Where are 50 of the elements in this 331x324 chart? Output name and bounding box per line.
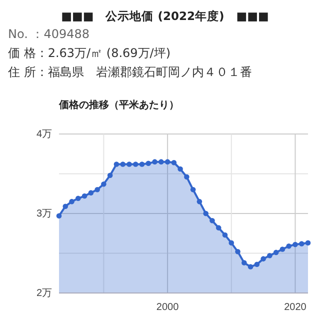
chart-title: ■■■ 公示地価 (2022年度) ■■■: [61, 9, 269, 23]
point: [305, 240, 311, 246]
point: [107, 172, 113, 178]
point: [56, 213, 62, 219]
chart-subtitle: 価格の推移（平米あたり）: [58, 99, 179, 111]
point: [286, 243, 292, 249]
point: [273, 250, 279, 256]
point: [190, 187, 196, 192]
point: [203, 210, 208, 216]
point: [184, 174, 190, 180]
text: 住 所：福島県 岩瀬郡鏡石町岡ノ内４０１番: [7, 65, 252, 79]
point: [88, 190, 94, 196]
point: [126, 162, 132, 167]
point: [146, 160, 152, 166]
point: [298, 241, 304, 246]
point: [139, 162, 145, 167]
point: [210, 218, 215, 224]
point: [216, 225, 222, 230]
x-tick-label: 2000: [156, 302, 180, 313]
x-tick-label: 2020: [284, 302, 307, 313]
text: No. ：409488: [8, 27, 90, 41]
point: [248, 264, 254, 270]
point: [292, 242, 298, 248]
point: [164, 159, 170, 164]
point: [222, 232, 228, 238]
text: 価 格：2.63万/㎡ (8.69万/坪): [8, 46, 171, 60]
point: [242, 260, 247, 266]
point: [178, 166, 183, 172]
point: [114, 162, 120, 167]
y-tick-label: 2万: [36, 288, 52, 300]
point: [94, 187, 100, 192]
point: [101, 181, 106, 187]
point: [280, 246, 286, 252]
point: [267, 252, 272, 258]
point: [235, 249, 240, 254]
point: [82, 193, 88, 199]
point: [196, 198, 202, 204]
point: [132, 162, 138, 167]
y-tick-label: 4万: [36, 129, 52, 140]
point: [228, 240, 234, 246]
point: [62, 204, 68, 209]
y-tick-label: 3万: [36, 208, 52, 220]
point: [171, 160, 177, 166]
point: [260, 256, 266, 262]
point: [120, 162, 126, 167]
point: [152, 159, 158, 164]
point: [254, 262, 260, 268]
point: [158, 159, 164, 164]
point: [76, 196, 81, 202]
point: [69, 198, 74, 204]
